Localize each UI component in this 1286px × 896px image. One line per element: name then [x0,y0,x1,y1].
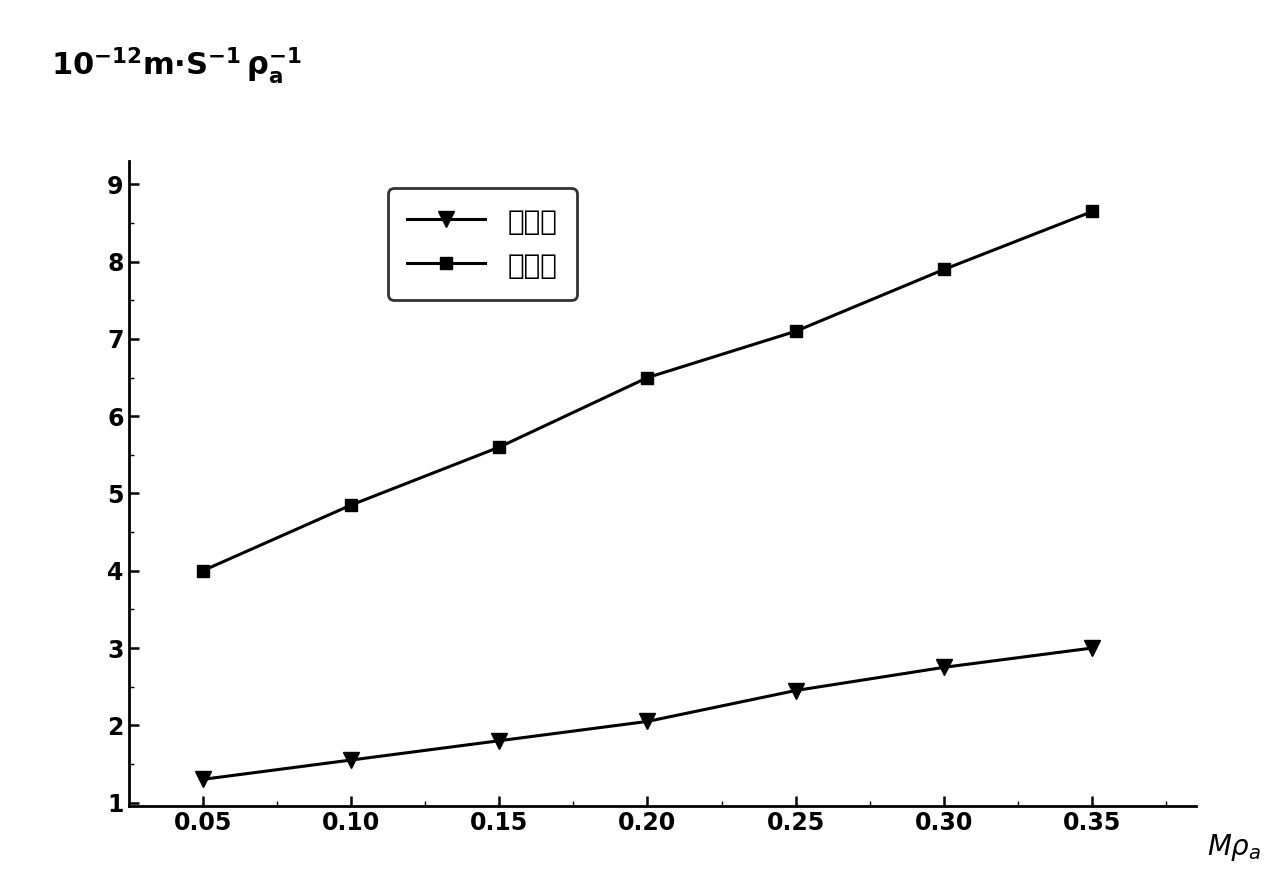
处理前 [1084,206,1100,217]
处理前 [343,500,359,511]
处理后 [343,754,359,765]
Line: 处理前: 处理前 [197,205,1098,577]
处理前 [639,372,655,383]
处理后 [195,774,211,785]
Legend: 处理后, 处理前: 处理后, 处理前 [388,188,576,299]
处理后 [639,716,655,727]
处理前 [936,264,952,275]
处理前 [788,326,804,337]
Text: $M\rho_a$: $M\rho_a$ [1206,832,1260,863]
Text: $\mathbf{10^{-12}}$$\mathbf{m{\cdot}S^{-1}\,\rho_a^{-1}}$: $\mathbf{10^{-12}}$$\mathbf{m{\cdot}S^{-… [51,45,302,86]
处理后 [1084,642,1100,653]
处理后 [491,736,507,746]
Line: 处理后: 处理后 [195,641,1100,787]
处理前 [491,442,507,452]
处理后 [936,662,952,673]
处理前 [195,565,211,576]
处理后 [788,685,804,696]
